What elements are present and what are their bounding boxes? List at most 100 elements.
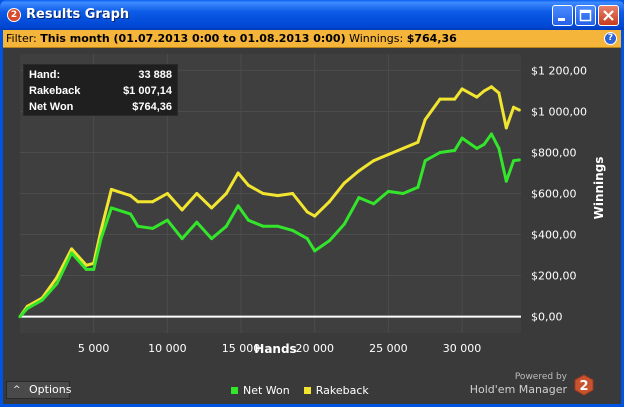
data-point-net-won — [504, 179, 508, 183]
data-point-net-won — [25, 306, 29, 310]
data-point-net-won — [276, 224, 280, 228]
rakeback-label: Rakeback — [29, 85, 81, 97]
powered-by-text: Powered by — [514, 372, 567, 382]
data-point-rakeback — [327, 200, 331, 204]
data-point-rakeback — [236, 171, 240, 175]
maximize-icon — [579, 9, 592, 22]
filter-value: This month (01.07.2013 0:00 to 01.08.201… — [40, 32, 346, 45]
data-point-rakeback — [475, 95, 479, 99]
options-button[interactable]: ^ Options — [6, 381, 72, 399]
series-line-net-won — [18, 132, 520, 318]
winnings-label: Winnings: — [349, 32, 404, 45]
data-point-net-won — [55, 282, 59, 286]
close-icon — [603, 10, 614, 21]
hm2-app-icon: 2 — [7, 8, 21, 22]
data-point-rakeback — [357, 169, 361, 173]
data-point-rakeback — [151, 200, 155, 204]
data-point-net-won — [401, 192, 405, 195]
svg-text:2: 2 — [579, 379, 588, 394]
data-point-rakeback — [342, 181, 346, 185]
data-point-rakeback — [453, 97, 457, 101]
y-axis-title: Winnings — [592, 157, 606, 220]
data-point-net-won — [342, 222, 346, 226]
data-point-net-won — [357, 196, 361, 200]
chart-legend: Net Won Rakeback — [231, 384, 369, 397]
data-point-rakeback — [99, 228, 103, 232]
data-point-net-won — [165, 218, 169, 222]
window-title: Results Graph — [26, 7, 130, 22]
data-point-net-won — [180, 237, 184, 241]
data-point-rakeback — [165, 192, 169, 195]
x-tick-label: 30 000 — [443, 342, 482, 355]
title-bar[interactable]: 2 Results Graph — [0, 0, 624, 30]
net-won-value: $764,36 — [132, 101, 172, 113]
legend-net-won[interactable]: Net Won — [231, 384, 290, 397]
data-point-net-won — [372, 202, 376, 206]
data-point-net-won — [305, 237, 309, 241]
y-tick-label: $600,00 — [531, 188, 577, 201]
data-point-net-won — [423, 159, 427, 163]
y-tick-label: $1 200,00 — [531, 64, 587, 77]
data-point-rakeback — [305, 210, 309, 214]
data-point-net-won — [18, 315, 22, 319]
close-button[interactable] — [598, 5, 619, 26]
data-point-rakeback — [490, 85, 493, 89]
data-point-net-won — [246, 218, 250, 222]
data-point-net-won — [416, 185, 420, 189]
data-point-rakeback — [386, 153, 390, 156]
data-point-net-won — [386, 189, 390, 193]
data-point-net-won — [210, 237, 214, 241]
data-point-rakeback — [517, 108, 521, 112]
data-point-net-won — [99, 237, 103, 241]
data-point-rakeback — [55, 276, 59, 280]
hand-label: Hand: — [29, 69, 61, 81]
data-point-net-won — [438, 151, 442, 154]
help-icon[interactable]: ? — [604, 32, 617, 45]
rakeback-value: $1 007,14 — [123, 85, 172, 97]
data-point-net-won — [40, 298, 44, 302]
data-point-rakeback — [180, 208, 184, 212]
holdem-manager-text: Hold'em Manager — [469, 383, 567, 396]
maximize-button[interactable] — [575, 5, 596, 26]
x-tick-label: 20 000 — [295, 342, 334, 355]
series-line-rakeback — [18, 85, 520, 318]
options-label: Options — [29, 383, 72, 396]
data-point-net-won — [109, 206, 113, 210]
data-point-rakeback — [224, 192, 228, 195]
data-point-net-won — [136, 224, 140, 228]
filter-label: Filter: — [6, 32, 37, 45]
legend-rakeback-label: Rakeback — [315, 384, 369, 397]
data-point-net-won — [195, 220, 199, 224]
x-tick-label: 10 000 — [148, 342, 187, 355]
minimize-button[interactable] — [552, 5, 573, 26]
data-point-rakeback — [401, 146, 405, 150]
data-point-rakeback — [372, 159, 376, 163]
filter-bar[interactable]: Filter: This month (01.07.2013 0:00 to 0… — [3, 30, 621, 48]
data-point-rakeback — [195, 192, 199, 195]
data-point-rakeback — [416, 140, 420, 144]
data-point-rakeback — [129, 194, 132, 198]
data-point-net-won — [236, 204, 240, 208]
x-tick-label: 5 000 — [78, 342, 110, 355]
net-won-label: Net Won — [29, 101, 74, 113]
hand-value: 33 888 — [138, 69, 172, 81]
data-point-rakeback — [497, 91, 501, 95]
x-tick-label: 25 000 — [369, 342, 408, 355]
data-point-net-won — [224, 224, 228, 228]
data-point-net-won — [482, 142, 486, 146]
data-point-net-won — [151, 226, 155, 230]
chevron-up-icon: ^ — [13, 385, 21, 395]
data-point-rakeback — [313, 214, 317, 218]
net-won-swatch — [231, 387, 238, 394]
x-tick-label: 15 000 — [222, 342, 261, 355]
hm2-logo-icon: 2 — [574, 374, 594, 396]
legend-rakeback[interactable]: Rakeback — [303, 384, 369, 397]
data-point-rakeback — [512, 105, 516, 109]
data-point-rakeback — [482, 89, 486, 93]
data-point-rakeback — [109, 187, 113, 191]
data-point-net-won — [490, 132, 493, 136]
y-tick-label: $1 000,00 — [531, 105, 587, 118]
rakeback-swatch — [303, 387, 311, 394]
data-point-rakeback — [504, 126, 508, 130]
data-point-rakeback — [136, 200, 140, 204]
